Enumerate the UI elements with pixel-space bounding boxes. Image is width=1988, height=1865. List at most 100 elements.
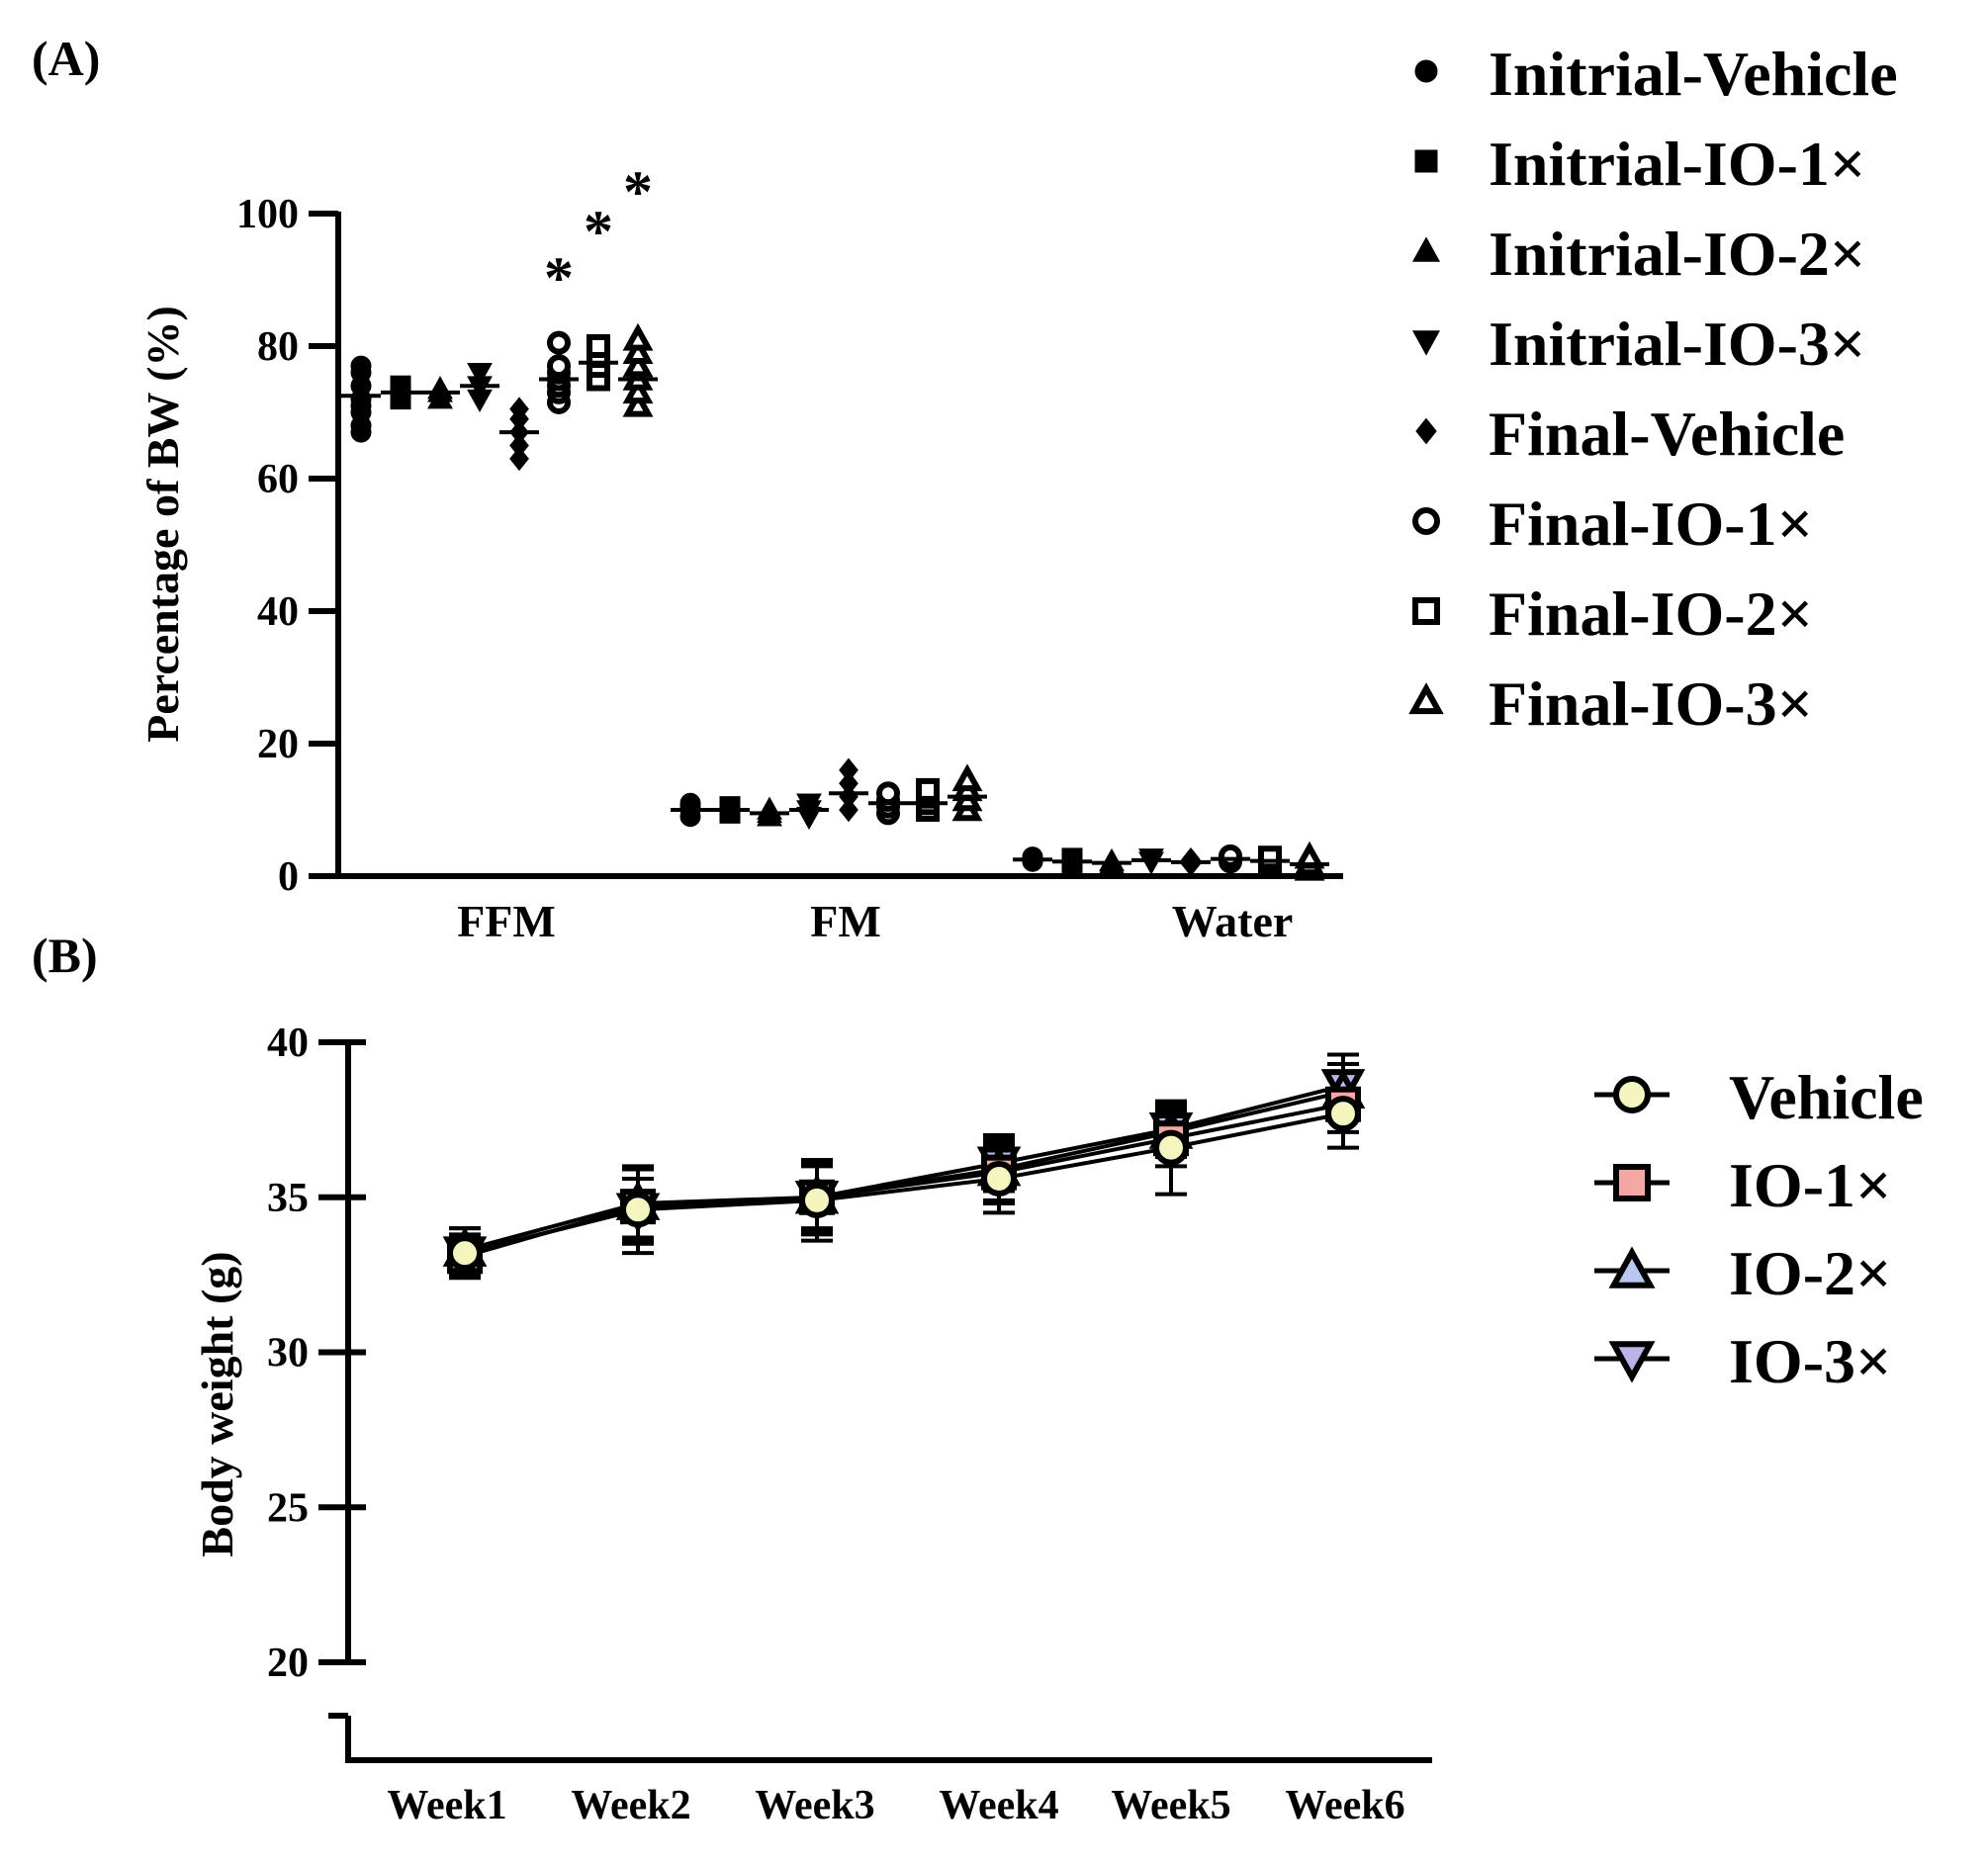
point-final-vehicle <box>509 433 529 458</box>
chart-a-axes <box>335 212 1343 879</box>
week-label-week5: Week5 <box>1111 1783 1230 1828</box>
week-label-week3: Week3 <box>755 1783 874 1828</box>
point-vehicle <box>1325 1096 1361 1132</box>
legend-marker-final-io-1 <box>1412 507 1440 535</box>
y-tick-label: 20 <box>267 1641 309 1686</box>
point-final-vehicle <box>839 757 858 783</box>
significance-star: * <box>623 159 653 224</box>
series-line-io-1 <box>464 1102 1344 1259</box>
point-final-io-1 <box>547 354 571 379</box>
y-tick-label: 35 <box>267 1176 309 1221</box>
point-initrial-vehicle <box>679 792 701 814</box>
chart-a-y-axis-title: Percentage of BW (%) <box>137 306 188 743</box>
legend-label-final-io-3: Final-IO-3× <box>1489 668 1813 739</box>
y-tick-label: 40 <box>267 1021 309 1066</box>
legend-label-initrial-vehicle: Initrial-Vehicle <box>1489 39 1898 109</box>
point-initrial-io-1 <box>719 796 741 818</box>
significance-star: * <box>584 199 613 264</box>
y-tick-label: 100 <box>236 192 299 237</box>
legend-label-final-io-2: Final-IO-2× <box>1489 578 1813 649</box>
panel-a-label: (A) <box>32 31 100 86</box>
legend-label-io-3: IO-3× <box>1729 1326 1891 1396</box>
point-vehicle <box>799 1182 835 1218</box>
legend-label-initrial-io-3: Initrial-IO-3× <box>1489 309 1865 379</box>
legend-marker-final-io-2 <box>1412 597 1440 625</box>
week-label-week1: Week1 <box>387 1783 506 1828</box>
week-label-week6: Week6 <box>1285 1783 1404 1828</box>
point-initrial-io-2 <box>1099 847 1125 872</box>
point-final-vehicle <box>509 446 529 472</box>
legend-label-final-vehicle: Final-Vehicle <box>1489 399 1845 469</box>
point-final-io-1 <box>1219 844 1242 868</box>
significance-star: * <box>544 245 574 311</box>
week-label-week4: Week4 <box>939 1783 1058 1828</box>
point-final-io-3 <box>622 376 654 404</box>
chart-a-y-ticks: 0 20 40 60 80 100 <box>236 192 338 900</box>
category-label-water: Water <box>1172 896 1294 946</box>
chart-b-body-weight: 20 25 30 35 40 Week1 Week2 Week3 Week4 Week5 Week… <box>192 1021 1924 1828</box>
point-final-io-2 <box>916 777 940 802</box>
legend-marker-vehicle <box>1613 1076 1651 1113</box>
point-initrial-io-2 <box>427 376 453 400</box>
legend-label-initrial-io-2: Initrial-IO-2× <box>1489 219 1865 289</box>
point-vehicle <box>620 1192 656 1228</box>
point-initrial-vehicle <box>1022 846 1043 868</box>
category-label-ffm: FFM <box>457 896 556 946</box>
point-initrial-io-3 <box>467 363 493 387</box>
legend-label-io-2: IO-2× <box>1729 1238 1891 1308</box>
chart-a-annotations: *** <box>544 159 653 311</box>
legend-label-initrial-io-1: Initrial-IO-1× <box>1489 129 1865 199</box>
y-tick-label: 40 <box>257 589 299 635</box>
point-final-io-1 <box>547 330 571 355</box>
point-initrial-vehicle <box>350 355 372 377</box>
point-final-io-3 <box>622 389 654 417</box>
y-tick-label: 30 <box>267 1331 309 1377</box>
y-tick-label: 20 <box>257 722 299 767</box>
chart-b-y-axis-title: Body weight (g) <box>192 1251 242 1556</box>
chart-b-legend: Vehicle IO-1× IO-2× IO-3× <box>1594 1062 1924 1396</box>
legend-marker-io-1 <box>1613 1164 1651 1201</box>
series-line-io-3 <box>464 1083 1344 1256</box>
chart-b-y-ticks: 20 25 30 35 40 <box>267 1021 366 1686</box>
point-vehicle <box>447 1235 483 1272</box>
category-label-fm: FM <box>810 896 881 946</box>
legend-marker-initrial-io-1 <box>1414 149 1438 173</box>
legend-label-final-io-1: Final-IO-1× <box>1489 488 1813 559</box>
legend-marker-io-3 <box>1608 1341 1656 1383</box>
series-line-io-2 <box>464 1090 1344 1252</box>
y-tick-label: 25 <box>267 1485 309 1531</box>
point-final-vehicle <box>509 397 529 421</box>
legend-marker-final-vehicle <box>1415 417 1437 445</box>
panel-b-label: (B) <box>32 928 98 983</box>
point-final-io-1 <box>876 781 900 806</box>
point-final-io-2 <box>587 334 610 358</box>
point-final-vehicle <box>1181 846 1201 872</box>
point-initrial-io-1 <box>1061 847 1083 869</box>
chart-a-legend: Initrial-Vehicle Initrial-IO-1× Initrial-I… <box>1408 39 1898 739</box>
point-initrial-io-3 <box>796 793 822 817</box>
chart-b-series-lines <box>464 1083 1344 1259</box>
y-tick-label: 60 <box>257 457 299 502</box>
point-final-io-3 <box>622 349 654 378</box>
week-label-week2: Week2 <box>571 1783 690 1828</box>
point-final-vehicle <box>839 797 858 823</box>
point-final-io-3 <box>622 336 654 364</box>
legend-marker-initrial-io-3 <box>1411 330 1441 356</box>
legend-marker-initrial-io-2 <box>1411 236 1441 262</box>
legend-label-vehicle: Vehicle <box>1729 1062 1924 1132</box>
legend-marker-final-io-3 <box>1408 682 1444 715</box>
point-initrial-io-2 <box>757 796 782 820</box>
point-initrial-io-1 <box>390 375 411 397</box>
point-final-io-2 <box>1258 845 1282 870</box>
chart-a-category-labels: FFM FM Water <box>457 896 1293 946</box>
legend-marker-io-2 <box>1608 1246 1656 1288</box>
point-vehicle <box>981 1160 1017 1197</box>
chart-a-mean-bars <box>341 360 1329 866</box>
y-tick-label: 0 <box>278 854 299 900</box>
point-vehicle <box>1153 1129 1189 1166</box>
legend-marker-initrial-vehicle <box>1414 59 1438 83</box>
point-final-io-3 <box>951 763 983 792</box>
point-final-io-3 <box>622 322 654 351</box>
